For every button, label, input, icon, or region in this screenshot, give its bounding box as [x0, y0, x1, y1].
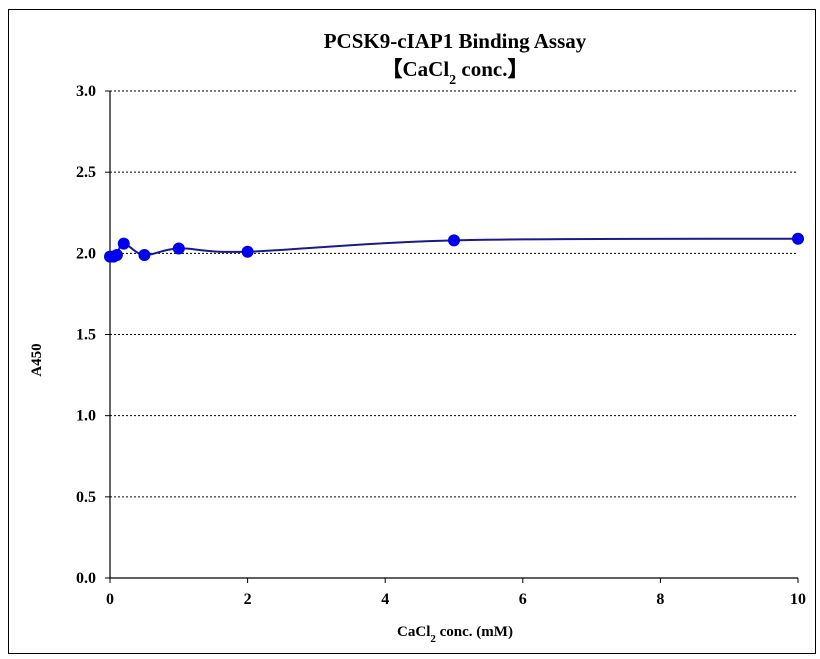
x-tick-labels: 0 2 4 6 8 10 [106, 591, 806, 608]
y-axis-label: A450 [29, 343, 45, 376]
x-tick-label-0: 0 [106, 591, 114, 608]
data-point-6 [241, 245, 254, 258]
series-points-group [104, 232, 804, 263]
subtitle-suffix: conc.】 [456, 57, 528, 81]
data-point-5 [172, 242, 185, 255]
y-tick-label-0: 0.0 [76, 570, 96, 587]
x-tick-label-4: 8 [656, 591, 664, 608]
x-tick-label-1: 2 [244, 591, 252, 608]
chart-title: PCSK9-cIAP1 Binding Assay [324, 29, 587, 53]
data-point-4 [138, 248, 151, 261]
chart-frame [8, 9, 816, 654]
y-tick-label-6: 3.0 [76, 83, 96, 100]
data-point-2 [110, 248, 123, 261]
x-axis-label: CaCl2 conc. (mM) [397, 624, 513, 645]
x-label-suffix: conc. (mM) [436, 624, 513, 640]
y-tick-label-4: 2.0 [76, 245, 96, 262]
data-point-8 [792, 232, 804, 245]
x-tick-label-3: 6 [519, 591, 527, 608]
x-tick-label-5: 10 [790, 591, 806, 608]
y-tick-labels: 0.0 0.5 1.0 1.5 2.0 2.5 3.0 [76, 83, 96, 587]
x-label-subscript: 2 [430, 633, 436, 645]
axes [105, 90, 799, 583]
chart-subtitle: 【CaCl2 conc.】 [382, 57, 529, 88]
data-point-3 [117, 237, 130, 250]
y-tick-label-3: 1.5 [76, 327, 96, 344]
grid-lines [110, 90, 798, 498]
y-tick-label-5: 2.5 [76, 164, 96, 181]
y-tick-label-1: 0.5 [76, 489, 96, 506]
data-point-7 [448, 234, 460, 247]
x-label-prefix: CaCl [397, 624, 430, 640]
x-tick-label-2: 4 [381, 591, 389, 608]
subtitle-prefix: 【CaCl [382, 57, 450, 81]
y-tick-label-2: 1.0 [76, 408, 96, 425]
subtitle-subscript: 2 [449, 73, 456, 88]
